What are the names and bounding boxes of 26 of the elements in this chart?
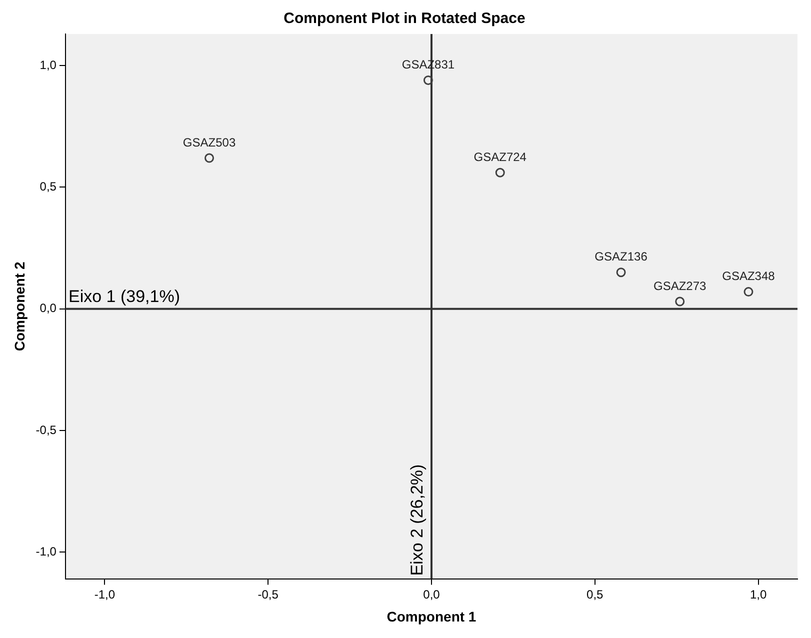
ref-line-label: Eixo 1 (39,1%): [68, 287, 180, 306]
y-tick-label: -0,5: [36, 422, 57, 437]
y-tick-label: 0,0: [40, 301, 57, 316]
ref-line-label: Eixo 2 (26,2%): [408, 464, 427, 576]
point: [675, 296, 685, 306]
point: [744, 287, 754, 297]
x-axis-title: Component 1: [386, 608, 476, 624]
x-tick-label: 1,0: [750, 587, 767, 602]
point: [204, 153, 214, 163]
annotation: GSAZ503: [182, 135, 236, 150]
y-tick-label: 1,0: [40, 58, 57, 72]
x-tick-label: -1,0: [94, 587, 116, 602]
point: [423, 75, 433, 85]
x-tick-label: -0,5: [258, 587, 279, 602]
y-tick-label: 0,5: [40, 180, 57, 194]
y-tick-label: -1,0: [36, 544, 57, 558]
y-axis-title: Component 2: [11, 261, 28, 352]
annotation: GSAZ273: [654, 278, 707, 293]
x-tick-label: 0,0: [423, 587, 440, 602]
annotation: GSAZ348: [722, 269, 776, 284]
annotation: GSAZ136: [594, 250, 648, 264]
point: [495, 168, 505, 178]
annotation: GSAZ724: [474, 150, 527, 164]
x-tick-label: 0,5: [586, 587, 604, 602]
point: [616, 268, 626, 278]
chart-title: Component Plot in Rotated Space: [284, 10, 526, 28]
